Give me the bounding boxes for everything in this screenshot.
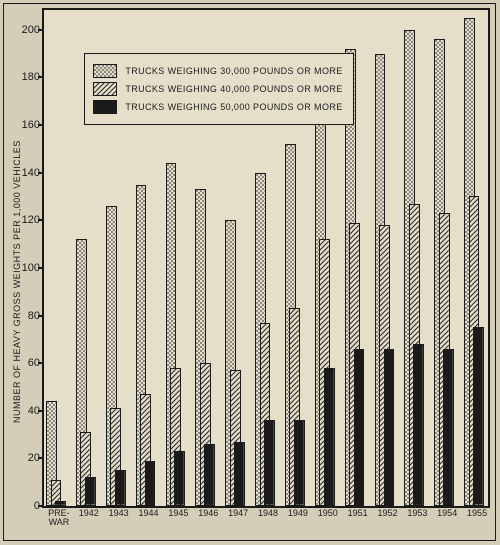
legend-row: TRUCKS WEIGHING 30,000 POUNDS OR MORE xyxy=(93,64,345,78)
x-tick-label: 1948 xyxy=(258,506,278,518)
bar-ge50000 xyxy=(145,461,156,506)
bar-ge50000 xyxy=(443,349,454,506)
bar-group xyxy=(464,10,490,506)
x-tick-label: 1944 xyxy=(139,506,159,518)
bar-ge50000 xyxy=(264,420,275,506)
x-tick-label: 1947 xyxy=(228,506,248,518)
y-tick-mark xyxy=(38,505,44,507)
legend-label: TRUCKS WEIGHING 40,000 POUNDS OR MORE xyxy=(125,84,342,94)
y-tick-mark xyxy=(38,124,44,126)
y-tick-mark xyxy=(38,219,44,221)
bar-ge50000 xyxy=(204,444,215,506)
legend-row: TRUCKS WEIGHING 40,000 POUNDS OR MORE xyxy=(93,82,345,96)
x-tick-label: 1946 xyxy=(198,506,218,518)
y-tick-mark xyxy=(38,172,44,174)
bar-ge50000 xyxy=(324,368,335,506)
bar-ge50000 xyxy=(234,442,245,506)
bar-ge50000 xyxy=(473,327,484,506)
x-tick-label: 1955 xyxy=(467,506,487,518)
y-tick-mark xyxy=(38,267,44,269)
bar-ge50000 xyxy=(294,420,305,506)
bar-ge50000 xyxy=(354,349,365,506)
legend-row: TRUCKS WEIGHING 50,000 POUNDS OR MORE xyxy=(93,100,345,114)
y-tick-mark xyxy=(38,315,44,317)
bar-group xyxy=(375,10,401,506)
y-tick-mark xyxy=(38,457,44,459)
x-tick-label: 1943 xyxy=(109,506,129,518)
x-tick-label: 1951 xyxy=(348,506,368,518)
bar-group xyxy=(46,10,72,506)
x-tick-label: 1942 xyxy=(79,506,99,518)
bar-group xyxy=(434,10,460,506)
x-tick-label: 1952 xyxy=(377,506,397,518)
y-tick-mark xyxy=(38,76,44,78)
x-tick-label: PRE-WAR xyxy=(48,506,70,528)
bar-group xyxy=(404,10,430,506)
bar-ge50000 xyxy=(384,349,395,506)
plot-area: TRUCKS WEIGHING 30,000 POUNDS OR MORE TRU… xyxy=(42,8,490,508)
x-tick-label: 1953 xyxy=(407,506,427,518)
y-axis-label: NUMBER OF HEAVY GROSS WEIGHTS PER 1,000 … xyxy=(12,140,22,423)
x-tick-label: 1954 xyxy=(437,506,457,518)
legend-swatch-ge40000 xyxy=(93,82,117,96)
legend-label: TRUCKS WEIGHING 30,000 POUNDS OR MORE xyxy=(125,66,342,76)
y-tick-mark xyxy=(38,29,44,31)
legend: TRUCKS WEIGHING 30,000 POUNDS OR MORE TRU… xyxy=(84,53,354,125)
legend-swatch-ge50000 xyxy=(93,100,117,114)
bar-ge50000 xyxy=(115,470,126,506)
y-tick-mark xyxy=(38,362,44,364)
x-tick-label: 1950 xyxy=(318,506,338,518)
y-tick-mark xyxy=(38,410,44,412)
x-tick-label: 1945 xyxy=(168,506,188,518)
bar-ge50000 xyxy=(85,477,96,506)
bar-ge50000 xyxy=(174,451,185,506)
legend-label: TRUCKS WEIGHING 50,000 POUNDS OR MORE xyxy=(125,102,342,112)
bar-ge50000 xyxy=(55,501,66,506)
x-tick-label: 1949 xyxy=(288,506,308,518)
bar-ge50000 xyxy=(413,344,424,506)
legend-swatch-ge30000 xyxy=(93,64,117,78)
